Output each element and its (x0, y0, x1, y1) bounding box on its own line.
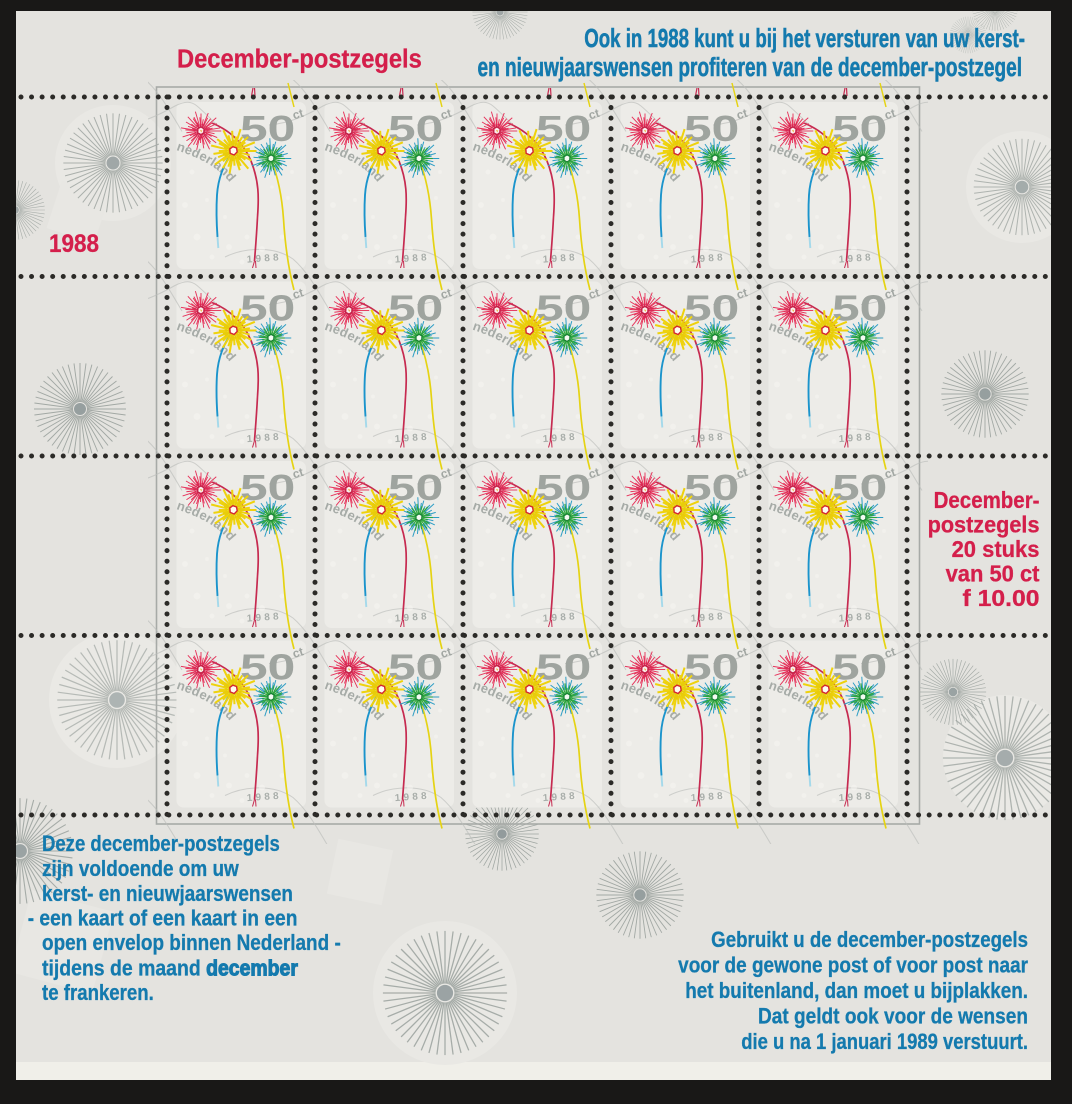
svg-text:tijdens de maand december: tijdens de maand december (42, 956, 298, 980)
svg-text:Dat geldt ook voor de wensen: Dat geldt ook voor de wensen (758, 1004, 1028, 1029)
svg-text:f 10.00: f 10.00 (963, 586, 1040, 612)
svg-text:Ook in 1988 kunt u bij het ver: Ook in 1988 kunt u bij het versturen van… (584, 24, 1025, 53)
svg-text:postzegels: postzegels (928, 512, 1040, 538)
svg-text:het buitenland, dan moet u bij: het buitenland, dan moet u bijplakken. (685, 979, 1028, 1004)
svg-text:open envelop binnen Nederland: open envelop binnen Nederland - (42, 931, 341, 956)
svg-text:te frankeren.: te frankeren. (42, 982, 154, 1006)
svg-text:1988: 1988 (49, 230, 99, 258)
svg-text:- een kaart of een kaart in ee: - een kaart of een kaart in een (28, 906, 298, 931)
svg-text:December-postzegels: December-postzegels (177, 45, 422, 74)
svg-text:die u na 1 januari 1989 verstu: die u na 1 januari 1989 verstuurt. (741, 1031, 1028, 1055)
svg-text:Deze december-postzegels: Deze december-postzegels (42, 833, 280, 857)
svg-text:20 stuks: 20 stuks (952, 537, 1040, 563)
svg-text:en nieuwjaarswensen profiteren: en nieuwjaarswensen profiteren van de de… (478, 52, 1022, 82)
svg-text:December-: December- (934, 487, 1040, 513)
svg-text:van 50 ct: van 50 ct (946, 561, 1040, 587)
svg-text:kerst- en nieuwjaarswensen: kerst- en nieuwjaarswensen (42, 882, 293, 907)
svg-text:Gebruikt u de december-postzeg: Gebruikt u de december-postzegels (711, 929, 1028, 953)
svg-text:zijn voldoende om uw: zijn voldoende om uw (42, 857, 239, 882)
svg-text:voor de gewone post of voor po: voor de gewone post of voor post naar (678, 953, 1028, 978)
